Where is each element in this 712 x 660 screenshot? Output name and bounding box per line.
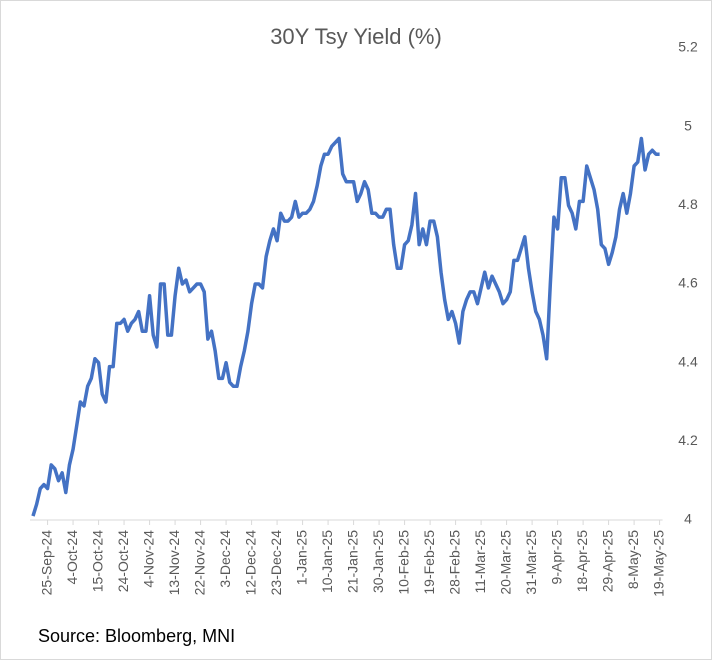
y-tick-label: 4.8 [678, 196, 698, 212]
x-tick-label: 22-Nov-24 [191, 530, 207, 596]
y-tick-label: 4 [684, 511, 692, 527]
y-tick-label: 4.4 [678, 353, 698, 369]
x-tick-label: 29-Apr-25 [599, 530, 615, 592]
x-tick-label: 8-May-25 [625, 530, 641, 589]
x-tick-label: 10-Feb-25 [395, 530, 411, 595]
source-note: Source: Bloomberg, MNI [38, 626, 235, 646]
x-tick-label: 13-Nov-24 [166, 530, 182, 596]
x-tick-label: 21-Jan-25 [344, 530, 360, 593]
data-line [31, 136, 660, 517]
x-tick-label: 19-Feb-25 [421, 530, 437, 595]
x-tick-label: 10-Jan-25 [319, 530, 335, 593]
x-tick-label: 15-Oct-24 [89, 530, 105, 592]
chart-title: 30Y Tsy Yield (%) [270, 24, 442, 49]
x-tick-label: 28-Feb-25 [446, 530, 462, 595]
x-tick-label: 4-Oct-24 [64, 530, 80, 585]
x-tick-label: 18-Apr-25 [574, 530, 590, 592]
x-tick-label: 30-Jan-25 [370, 530, 386, 593]
x-tick-label: 11-Mar-25 [472, 530, 488, 594]
x-tick-label: 23-Dec-24 [268, 530, 284, 596]
y-tick-label: 4.2 [678, 432, 698, 448]
x-tick-label: 20-Mar-25 [497, 530, 513, 595]
x-tick-label: 24-Oct-24 [115, 530, 131, 592]
x-tick-label: 19-May-25 [650, 530, 666, 597]
y-tick-label: 5 [684, 117, 692, 133]
x-tick-label: 4-Nov-24 [140, 530, 156, 588]
y-tick-label: 4.6 [678, 275, 698, 291]
x-tick-label: 3-Dec-24 [217, 530, 233, 588]
x-tick-label: 12-Dec-24 [242, 530, 258, 596]
y-tick-label: 5.2 [678, 39, 698, 55]
x-tick-label: 1-Jan-25 [293, 530, 309, 585]
x-tick-label: 25-Sep-24 [38, 530, 54, 596]
x-tick-label: 9-Apr-25 [548, 530, 564, 585]
x-tick-label: 31-Mar-25 [523, 530, 539, 595]
